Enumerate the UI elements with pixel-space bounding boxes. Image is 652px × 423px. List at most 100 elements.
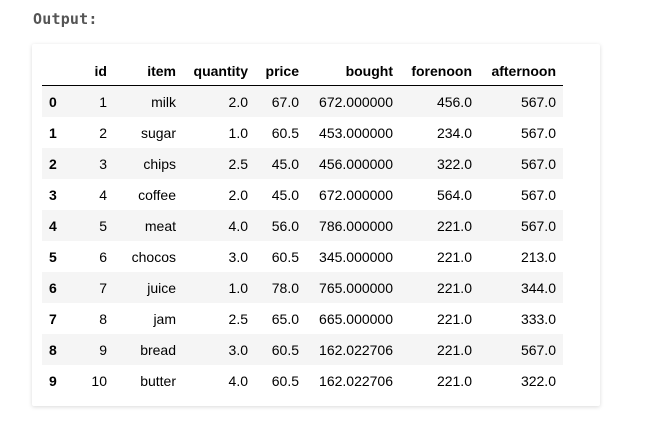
cell-item: butter [140,372,176,389]
cell-id: 7 [99,279,107,296]
cell-id: 10 [91,372,107,389]
header-row: id item quantity price bought forenoon a… [42,57,563,86]
cell-bought: 453.000000 [319,124,393,141]
cell-id: 3 [99,155,107,172]
cell-forenoon: 221.0 [436,248,472,265]
cell-quantity: 1.0 [228,124,248,141]
table-row: 9 10 butter 4.0 60.5 162.022706 221.0 322.0 [42,365,563,396]
table-row: 2 3 chips 2.5 45.0 456.000000 322.0 567.0 [42,148,563,179]
dataframe-table: id item quantity price bought forenoon a… [42,57,563,396]
cell-afternoon: 322.0 [520,372,556,389]
table-row: 6 7 juice 1.0 78.0 765.000000 221.0 344.0 [42,272,563,303]
table-header: id item quantity price bought forenoon a… [42,57,563,86]
cell-bought: 456.000000 [319,155,393,172]
cell-forenoon: 221.0 [436,217,472,234]
row-index: 5 [49,248,57,265]
cell-forenoon: 456.0 [436,93,472,110]
row-index: 0 [49,93,57,110]
cell-price: 60.5 [271,248,299,265]
cell-bought: 672.000000 [319,186,393,203]
cell-quantity: 2.0 [228,186,248,203]
dataframe-card: id item quantity price bought forenoon a… [32,44,600,406]
cell-price: 60.5 [271,341,299,358]
row-index: 2 [49,155,57,172]
cell-price: 45.0 [271,155,299,172]
cell-quantity: 2.5 [228,310,248,327]
cell-price: 60.5 [271,124,299,141]
cell-price: 78.0 [271,279,299,296]
cell-item: bread [140,341,176,358]
header-afternoon: afternoon [479,57,563,86]
row-index: 1 [49,124,57,141]
cell-price: 60.5 [271,372,299,389]
cell-forenoon: 322.0 [436,155,472,172]
row-index: 8 [49,341,57,358]
cell-id: 8 [99,310,107,327]
cell-forenoon: 221.0 [436,341,472,358]
cell-item: meat [144,217,176,234]
table-row: 8 9 bread 3.0 60.5 162.022706 221.0 567.0 [42,334,563,365]
cell-item: sugar [140,124,176,141]
header-item: item [114,57,183,86]
row-index: 6 [49,279,57,296]
cell-item: milk [151,93,176,110]
row-index: 3 [49,186,57,203]
cell-quantity: 4.0 [228,217,248,234]
cell-item: coffee [138,186,176,203]
cell-afternoon: 567.0 [520,124,556,141]
cell-bought: 665.000000 [319,310,393,327]
header-forenoon: forenoon [400,57,479,86]
table-row: 5 6 chocos 3.0 60.5 345.000000 221.0 213.0 [42,241,563,272]
cell-bought: 672.000000 [319,93,393,110]
table-row: 7 8 jam 2.5 65.0 665.000000 221.0 333.0 [42,303,563,334]
header-id: id [74,57,114,86]
cell-afternoon: 333.0 [520,310,556,327]
table-row: 4 5 meat 4.0 56.0 786.000000 221.0 567.0 [42,210,563,241]
row-index: 9 [49,372,57,389]
cell-price: 67.0 [271,93,299,110]
cell-id: 4 [99,186,107,203]
header-price: price [255,57,306,86]
cell-forenoon: 221.0 [436,279,472,296]
cell-quantity: 3.0 [228,248,248,265]
cell-bought: 345.000000 [319,248,393,265]
cell-afternoon: 344.0 [520,279,556,296]
row-index: 4 [49,217,57,234]
cell-price: 45.0 [271,186,299,203]
table-row: 0 1 milk 2.0 67.0 672.000000 456.0 567.0 [42,85,563,117]
cell-price: 56.0 [271,217,299,234]
cell-afternoon: 567.0 [520,155,556,172]
cell-quantity: 4.0 [228,372,248,389]
cell-forenoon: 221.0 [436,310,472,327]
cell-id: 6 [99,248,107,265]
cell-id: 1 [99,93,107,110]
header-quantity: quantity [183,57,255,86]
row-index: 7 [49,310,57,327]
cell-afternoon: 567.0 [520,93,556,110]
cell-afternoon: 567.0 [520,217,556,234]
cell-id: 5 [99,217,107,234]
cell-bought: 162.022706 [319,372,393,389]
cell-item: chocos [131,248,176,265]
cell-item: jam [153,310,176,327]
cell-afternoon: 567.0 [520,186,556,203]
header-bought: bought [306,57,400,86]
cell-afternoon: 213.0 [520,248,556,265]
cell-forenoon: 221.0 [436,372,472,389]
output-heading: Output: [33,10,98,28]
cell-id: 2 [99,124,107,141]
table-row: 1 2 sugar 1.0 60.5 453.000000 234.0 567.0 [42,117,563,148]
header-index [42,57,74,86]
cell-item: juice [147,279,176,296]
cell-quantity: 2.0 [228,93,248,110]
cell-item: chips [143,155,176,172]
cell-quantity: 2.5 [228,155,248,172]
cell-bought: 162.022706 [319,341,393,358]
cell-forenoon: 564.0 [436,186,472,203]
cell-bought: 786.000000 [319,217,393,234]
cell-quantity: 1.0 [228,279,248,296]
table-row: 3 4 coffee 2.0 45.0 672.000000 564.0 567.0 [42,179,563,210]
cell-quantity: 3.0 [228,341,248,358]
cell-bought: 765.000000 [319,279,393,296]
cell-forenoon: 234.0 [436,124,472,141]
